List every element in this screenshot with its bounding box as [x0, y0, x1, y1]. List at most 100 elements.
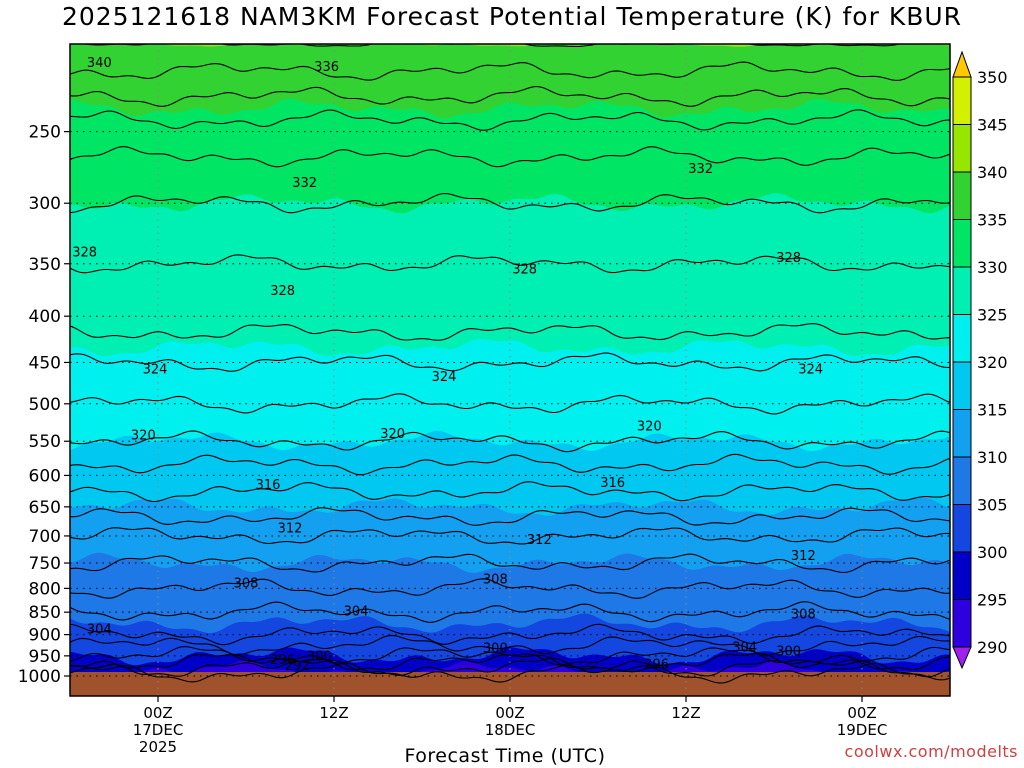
contour-label-9: 324 — [432, 370, 457, 385]
contour-294 — [70, 662, 950, 684]
contour-label-text: 292 — [285, 659, 310, 674]
contour-label-12: 320 — [380, 427, 405, 442]
y-tick-label: 650 — [29, 498, 61, 518]
contour-label-text: 300 — [307, 649, 332, 664]
contour-label-text: 300 — [483, 641, 508, 656]
contour-322 — [70, 393, 950, 415]
contour-label-text: 332 — [688, 162, 713, 177]
contour-330 — [70, 192, 950, 214]
contour-label-text: 328 — [512, 262, 537, 277]
contour-label-text: 312 — [278, 522, 303, 537]
x-tick-label: 17DEC — [133, 721, 184, 739]
y-tick-label: 500 — [29, 395, 61, 415]
colorbar-label: 295 — [977, 591, 1008, 610]
colorbar-label: 290 — [977, 638, 1008, 657]
contour-label-23: 304 — [344, 605, 369, 620]
contour-label-text: 300 — [776, 645, 801, 660]
chart-title: 2025121618 NAM3KM Forecast Potential Tem… — [61, 2, 963, 31]
contour-label-text: 324 — [798, 362, 823, 377]
contour-label-text: 308 — [483, 572, 508, 587]
colorbar-bottom-arrow — [952, 646, 972, 670]
contour-label-text: 328 — [270, 284, 295, 299]
contour-label-text: 320 — [380, 427, 405, 442]
x-tick-label: 00Z — [847, 704, 876, 722]
contour-label-4: 328 — [72, 245, 97, 260]
contour-label-6: 328 — [512, 262, 537, 277]
colorbar-swatch-320 — [953, 314, 971, 362]
colorbar-label: 325 — [977, 306, 1008, 325]
x-tick-label: 00Z — [495, 704, 524, 722]
contour-label-text: 304 — [87, 622, 112, 637]
contour-label-22: 304 — [87, 622, 112, 637]
contour-label-27: 300 — [776, 645, 801, 660]
contour-label-3: 332 — [688, 162, 713, 177]
y-tick-label: 450 — [29, 353, 61, 373]
contour-label-1: 336 — [314, 60, 339, 75]
contour-label-text: 296 — [644, 657, 669, 672]
contour-300 — [70, 646, 950, 666]
colorbar-label: 300 — [977, 543, 1008, 562]
contour-label-text: 336 — [314, 60, 339, 75]
y-tick-label: 250 — [29, 123, 61, 143]
y-tick-label: 550 — [29, 432, 61, 452]
y-tick-label: 950 — [29, 647, 61, 667]
x-tick-label: 12Z — [319, 704, 348, 722]
contour-label-20: 308 — [483, 572, 508, 587]
contour-label-14: 316 — [256, 478, 281, 493]
contour-296 — [70, 657, 950, 678]
colorbar-swatch-300 — [953, 504, 971, 552]
contour-labels: 340 336 332 332 328 328 328 328 324 324 324 320 320 3… — [72, 56, 823, 674]
contour-label-5: 328 — [270, 284, 295, 299]
contour-label-24: 304 — [732, 641, 757, 656]
contour-label-21: 308 — [791, 607, 816, 622]
colorbar-label: 335 — [977, 211, 1008, 230]
y-tick-label: 750 — [29, 554, 61, 574]
colorbar-swatch-325 — [953, 267, 971, 315]
y-tick-label: 400 — [29, 307, 61, 327]
y-tick-label: 350 — [29, 255, 61, 275]
contour-label-15: 316 — [600, 476, 625, 491]
colorbar-swatch-330 — [953, 219, 971, 267]
colorbar-label: 320 — [977, 353, 1008, 372]
contour-302 — [70, 634, 950, 656]
contour-label-29: 296 — [644, 657, 669, 672]
contour-label-text: 324 — [432, 370, 457, 385]
colorbar-label: 350 — [977, 68, 1008, 87]
contour-308 — [70, 578, 950, 599]
contour-label-16: 312 — [278, 522, 303, 537]
contour-label-text: 316 — [600, 476, 625, 491]
contour-label-17: 312 — [527, 533, 552, 548]
contour-340 — [70, 44, 904, 48]
contour-336 — [70, 85, 950, 107]
x-tick-label: 19DEC — [837, 721, 888, 739]
colorbar-swatch-340 — [953, 124, 971, 172]
contour-label-text: 324 — [143, 362, 168, 377]
colorbar-swatch-345 — [953, 77, 971, 125]
contour-label-text: 308 — [791, 607, 816, 622]
y-axis: 250 300 350 400 450 500 550 600 650 700 750 800 850 9… — [18, 123, 70, 687]
contour-label-0: 340 — [87, 56, 112, 71]
y-tick-label: 800 — [29, 579, 61, 599]
colorbar-label: 330 — [977, 258, 1008, 277]
contour-326 — [70, 323, 950, 341]
contour-label-13: 320 — [637, 420, 662, 435]
contour-label-28: 296 — [270, 653, 295, 668]
contour-label-26: 300 — [483, 641, 508, 656]
contour-label-11: 320 — [131, 428, 156, 443]
grid-lines — [70, 44, 950, 696]
colorbar-swatch-335 — [953, 172, 971, 220]
contour-label-8: 324 — [143, 362, 168, 377]
contour-label-text: 312 — [791, 549, 816, 564]
contour-332 — [70, 146, 950, 168]
colorbar-swatch-310 — [953, 409, 971, 457]
contour-324 — [70, 352, 950, 372]
contour-label-text: 304 — [344, 605, 369, 620]
colorbar-label: 340 — [977, 163, 1008, 182]
contour-label-text: 320 — [131, 428, 156, 443]
contour-334 — [70, 109, 950, 131]
contour-label-text: 316 — [256, 478, 281, 493]
y-tick-label: 600 — [29, 466, 61, 486]
contour-328 — [70, 254, 950, 274]
